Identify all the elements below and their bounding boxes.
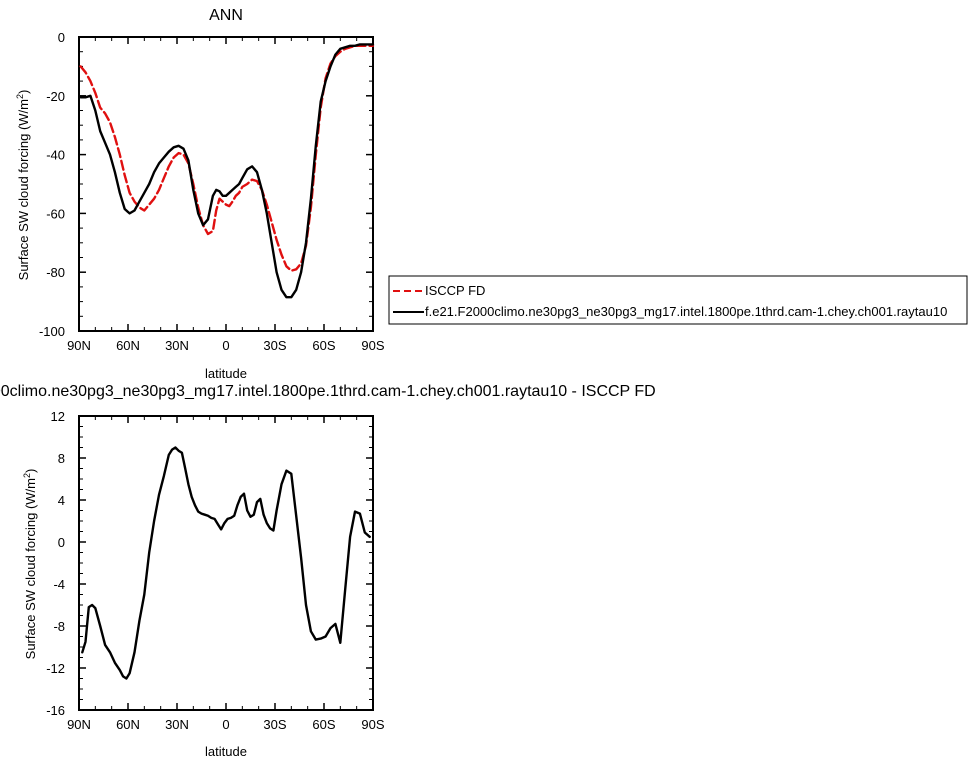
bottom-x-axis-label: latitude xyxy=(205,744,247,759)
top-x-tick-label: 90N xyxy=(67,338,91,353)
bottom-series-line-0 xyxy=(81,446,371,680)
bottom-x-axis: 90N 60N 30N 0 30S 60S 90S xyxy=(67,416,385,732)
bottom-y-tick-label: -12 xyxy=(46,661,65,676)
bottom-y-axis-label-text: Surface SW cloud forcing (W/m xyxy=(23,478,38,659)
top-chart-title: ANN xyxy=(209,7,243,24)
bottom-panel: f.e21.F2000climo.ne30pg3_ne30pg3_mg17.in… xyxy=(0,383,656,759)
bottom-y-axis-label-sup: 2 xyxy=(22,473,32,478)
bottom-x-tick-label: 60N xyxy=(116,717,140,732)
bottom-y-tick-label: 4 xyxy=(58,493,65,508)
bottom-y-tick-label: 8 xyxy=(58,451,65,466)
top-x-tick-label: 30S xyxy=(263,338,286,353)
top-y-tick-label: -100 xyxy=(39,324,65,339)
top-y-tick-label: -80 xyxy=(46,265,65,280)
bottom-x-tick-label: 90S xyxy=(361,717,384,732)
top-y-tick-label: -40 xyxy=(46,148,65,163)
bottom-y-tick-label: -8 xyxy=(53,619,65,634)
bottom-y-tick-label: 12 xyxy=(51,409,65,424)
bottom-x-tick-label: 60S xyxy=(312,717,335,732)
bottom-y-tick-label: 0 xyxy=(58,535,65,550)
top-x-tick-label: 90S xyxy=(361,338,384,353)
top-panel: ANN -100-80-60-40-200 90N 60N 30N 0 30S 60S 90… xyxy=(15,7,385,381)
top-x-tick-label: 60N xyxy=(116,338,140,353)
bottom-y-axis-label: Surface SW cloud forcing (W/m2) xyxy=(22,469,38,660)
bottom-y-axis: -16 -12 -8 -4 0 4 8 12 xyxy=(46,409,373,718)
top-y-axis: -100 -80 -60 -40 -20 0 xyxy=(39,30,373,339)
top-y-axis-label: Surface SW cloud forcing (W/m2) xyxy=(15,90,31,281)
top-y-tick-label: -60 xyxy=(46,206,65,221)
bottom-y-axis-label-close: ) xyxy=(23,469,38,473)
top-y-tick-label: 0 xyxy=(58,30,65,45)
top-x-tick-label: 30N xyxy=(165,338,189,353)
top-y-axis-label-close: ) xyxy=(16,90,31,94)
top-plot-frame xyxy=(78,36,374,332)
top-x-tick-label: 60S xyxy=(312,338,335,353)
top-series-group xyxy=(79,43,375,299)
top-series-line-1 xyxy=(79,43,375,299)
bottom-chart-title: f.e21.F2000climo.ne30pg3_ne30pg3_mg17.in… xyxy=(0,383,656,400)
top-x-axis: 90N 60N 30N 0 30S 60S 90S xyxy=(67,37,385,353)
top-x-axis-label: latitude xyxy=(205,366,247,381)
top-series-line-0 xyxy=(79,44,375,272)
top-x-tick-label: 0 xyxy=(222,338,229,353)
bottom-series-group xyxy=(81,446,371,680)
bottom-y-tick-label: -4 xyxy=(53,577,65,592)
top-y-axis-label-text: Surface SW cloud forcing (W/m xyxy=(16,99,31,280)
bottom-x-tick-label: 30N xyxy=(165,717,189,732)
bottom-x-tick-label: 90N xyxy=(67,717,91,732)
legend-label-model: f.e21.F2000climo.ne30pg3_ne30pg3_mg17.in… xyxy=(425,304,947,319)
legend: ISCCP FD f.e21.F2000climo.ne30pg3_ne30pg… xyxy=(388,275,968,325)
bottom-plot-frame xyxy=(78,415,374,711)
bottom-y-tick-label: -16 xyxy=(46,703,65,718)
bottom-x-tick-label: 0 xyxy=(222,717,229,732)
bottom-x-tick-label: 30S xyxy=(263,717,286,732)
legend-label-isccp: ISCCP FD xyxy=(425,283,485,298)
legend-box xyxy=(388,275,968,325)
top-y-tick-label: -20 xyxy=(46,89,65,104)
top-y-axis-label-sup: 2 xyxy=(15,94,25,99)
